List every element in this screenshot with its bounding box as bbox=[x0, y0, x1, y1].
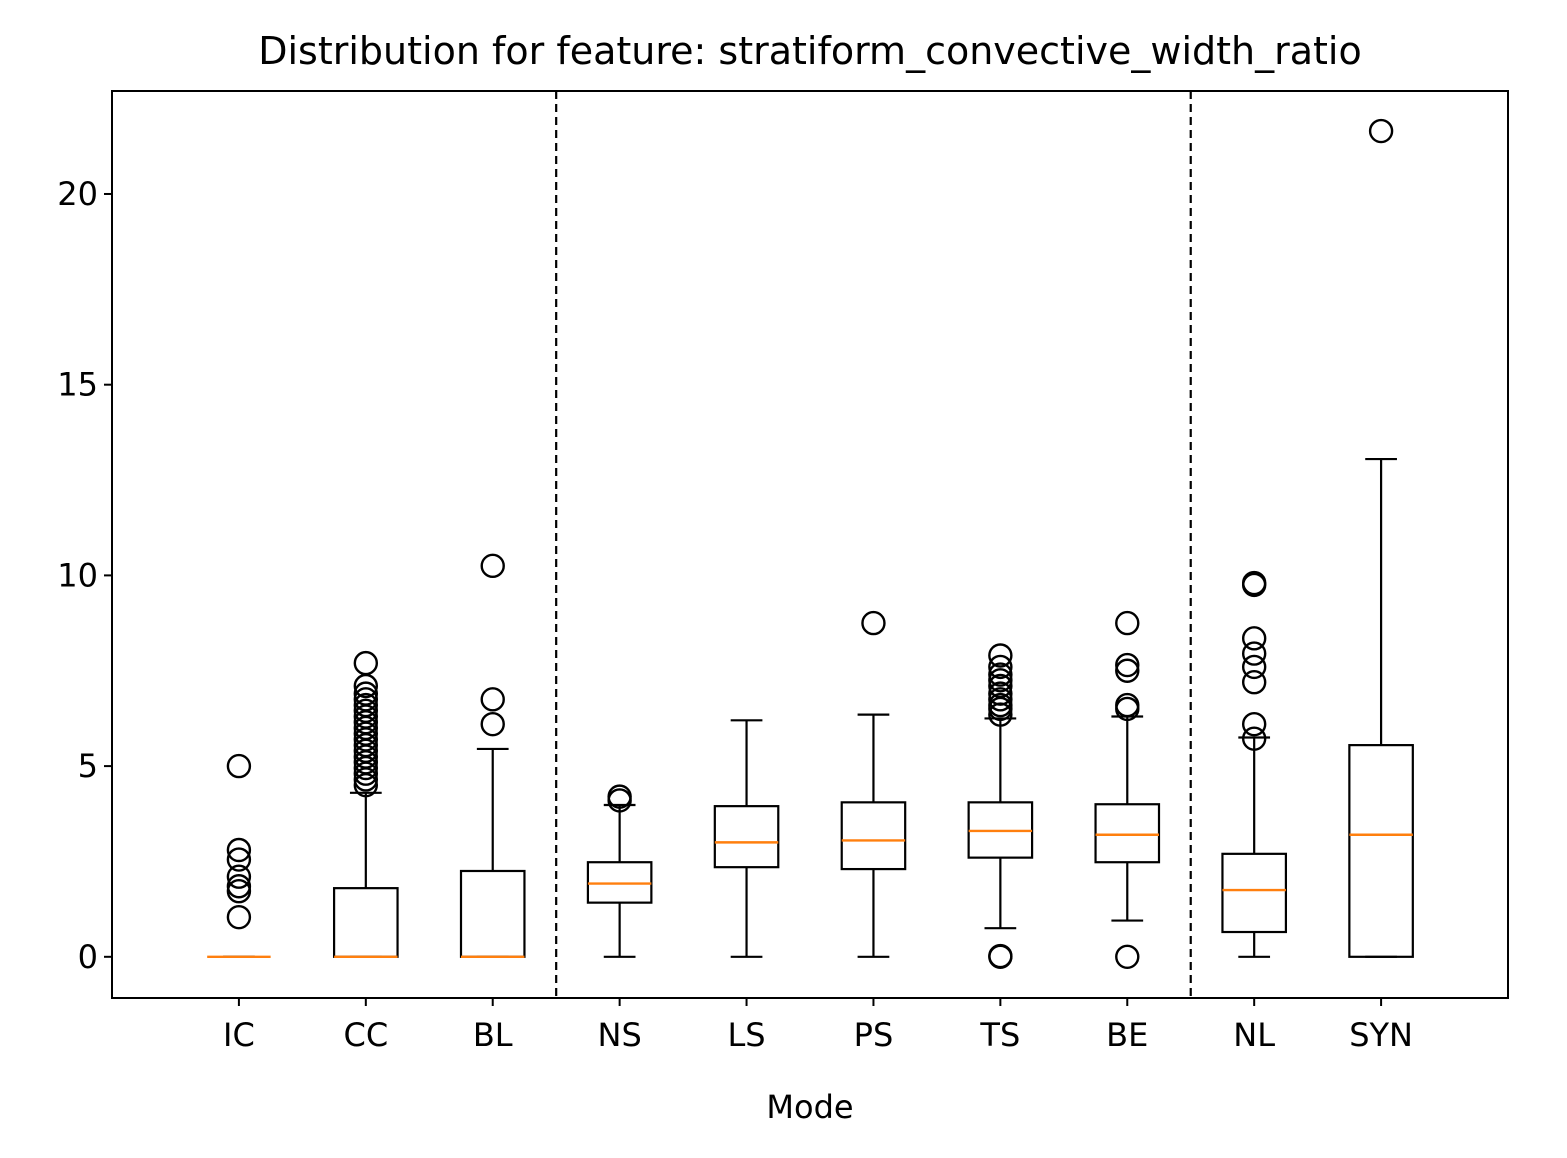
iqr-box bbox=[713, 805, 780, 869]
iqr-box bbox=[1348, 744, 1414, 958]
x-tick-label: PS bbox=[854, 1016, 894, 1054]
y-tick-label: 20 bbox=[57, 175, 98, 213]
outlier-point bbox=[1241, 654, 1267, 680]
outlier-point bbox=[1241, 641, 1267, 666]
outlier-point bbox=[480, 711, 505, 737]
outlier-point bbox=[1241, 626, 1267, 651]
y-tick-label: 10 bbox=[57, 556, 98, 594]
outlier-point bbox=[988, 681, 1013, 706]
outlier-point bbox=[226, 904, 252, 930]
iqr-box bbox=[840, 801, 907, 871]
box-cc bbox=[332, 650, 399, 959]
iqr-box bbox=[459, 869, 526, 958]
box-bl bbox=[459, 553, 526, 959]
outlier-point bbox=[353, 687, 379, 712]
x-tick-label: IC bbox=[223, 1016, 255, 1054]
x-tick-label: NS bbox=[598, 1016, 642, 1054]
y-tick-label: 15 bbox=[57, 366, 98, 404]
outlier-point bbox=[1115, 610, 1140, 636]
outlier-point bbox=[1241, 711, 1267, 737]
outlier-point bbox=[1241, 669, 1267, 695]
outlier-point bbox=[226, 874, 252, 899]
outlier-point bbox=[1241, 570, 1267, 596]
box-ls bbox=[713, 719, 780, 958]
box-ns bbox=[586, 784, 653, 958]
x-axis-label: Mode bbox=[766, 1088, 853, 1126]
x-tick-label: NL bbox=[1233, 1016, 1275, 1054]
outlier-point bbox=[988, 673, 1013, 699]
chart-title: Distribution for feature: stratiform_con… bbox=[258, 29, 1362, 73]
outlier-point bbox=[607, 784, 632, 809]
outlier-point bbox=[1368, 118, 1394, 144]
iqr-box bbox=[1221, 852, 1288, 934]
outlier-point bbox=[353, 692, 379, 718]
x-tick-label: LS bbox=[727, 1016, 765, 1054]
outlier-point bbox=[988, 643, 1013, 668]
outlier-point bbox=[1115, 658, 1140, 683]
iqr-box bbox=[332, 887, 399, 958]
outlier-point bbox=[988, 668, 1013, 693]
outlier-point bbox=[480, 553, 505, 579]
outlier-point bbox=[226, 864, 252, 889]
outlier-point bbox=[1115, 944, 1140, 970]
axes-frame bbox=[111, 90, 1509, 999]
outlier-point bbox=[861, 610, 886, 636]
y-tick-label: 0 bbox=[78, 938, 98, 976]
x-tick-label: SYN bbox=[1349, 1016, 1413, 1054]
x-tick-label: CC bbox=[343, 1016, 388, 1054]
outlier-point bbox=[988, 662, 1013, 687]
x-axis: IC CC BL NS LS PS TS BE NL SYN bbox=[223, 998, 1413, 1054]
box-syn bbox=[1348, 118, 1414, 958]
box-be bbox=[1094, 610, 1161, 970]
outlier-point bbox=[353, 698, 379, 723]
outlier-point bbox=[226, 837, 252, 863]
box-ic bbox=[207, 753, 271, 959]
outlier-point bbox=[988, 943, 1013, 969]
outlier-point bbox=[988, 654, 1013, 680]
outlier-point bbox=[226, 847, 252, 872]
x-tick-label: BL bbox=[473, 1016, 513, 1054]
outlier-point bbox=[988, 687, 1013, 712]
outlier-point bbox=[480, 687, 505, 712]
outlier-point bbox=[226, 753, 252, 779]
outlier-point bbox=[1115, 652, 1140, 678]
outlier-point bbox=[1241, 726, 1267, 751]
box-nl bbox=[1221, 570, 1288, 958]
outlier-point bbox=[353, 681, 379, 706]
plot-area bbox=[207, 91, 1414, 998]
box-ts bbox=[967, 643, 1034, 970]
outlier-point bbox=[1115, 692, 1140, 718]
iqr-box bbox=[1094, 803, 1161, 864]
y-axis: 0 5 10 15 20 bbox=[57, 175, 112, 976]
box-ps bbox=[840, 610, 907, 958]
outlier-point bbox=[353, 650, 379, 676]
outlier-point bbox=[988, 692, 1013, 718]
y-tick-label: 5 bbox=[78, 747, 98, 785]
x-tick-label: BE bbox=[1106, 1016, 1148, 1054]
x-tick-label: TS bbox=[979, 1016, 1020, 1054]
outlier-point bbox=[1241, 572, 1267, 598]
